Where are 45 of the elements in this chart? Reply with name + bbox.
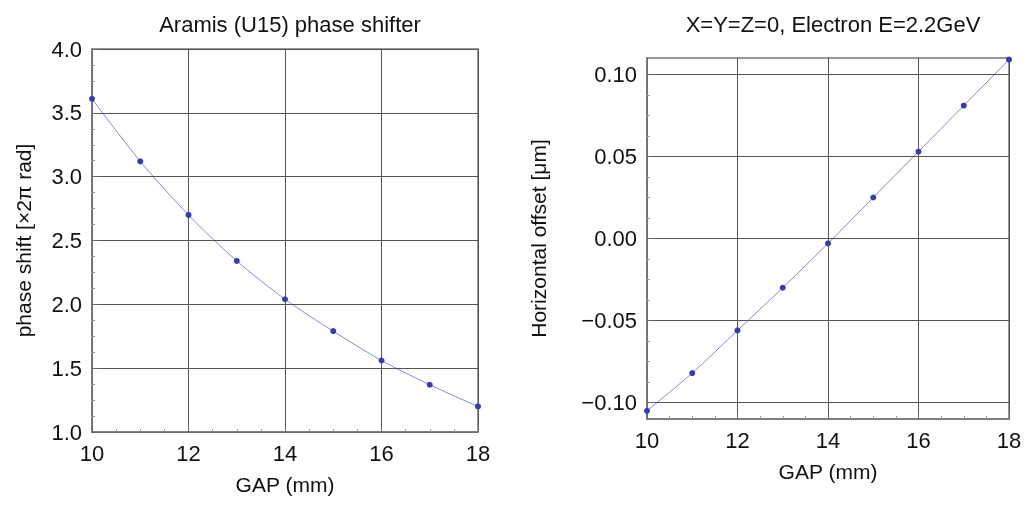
x-tick-label: 12: [176, 440, 201, 466]
x-tick-label: 18: [465, 440, 491, 466]
x-tick-label: 14: [815, 427, 841, 453]
point: [915, 148, 922, 155]
point: [1006, 56, 1012, 63]
point: [233, 257, 240, 264]
x-axis-title: GAP (mm): [235, 473, 335, 496]
y-tick-label: −0.05: [581, 308, 637, 334]
y-tick-label: 1.5: [51, 355, 82, 381]
x-tick-label: 10: [79, 440, 105, 466]
y-tick-label: 0.05: [594, 143, 637, 169]
y-axis-title: Horizontal offset [μm]: [527, 139, 550, 338]
y-tick-label: 2.5: [51, 228, 82, 253]
point: [185, 211, 192, 218]
point: [426, 381, 433, 388]
point: [779, 284, 786, 291]
x-tick-label: 12: [725, 427, 750, 453]
point: [282, 296, 288, 303]
y-tick-label: −0.10: [581, 390, 637, 416]
x-tick-label: 16: [906, 427, 931, 453]
x-tick-label: 16: [369, 440, 394, 466]
y-tick-label: 2.0: [51, 291, 82, 317]
point: [137, 158, 144, 165]
x-tick-label: 14: [272, 440, 298, 466]
chart-title: X=Y=Z=0, Electron E=2.2GeV: [685, 11, 981, 37]
y-tick-label: 0.10: [594, 61, 637, 87]
point: [89, 95, 95, 102]
y-tick-label: 3.5: [51, 100, 82, 126]
point: [870, 194, 877, 201]
point: [689, 370, 696, 377]
point: [960, 102, 967, 109]
x-tick-label: 10: [634, 427, 660, 453]
y-axis-title: phase shift [×2π rad]: [12, 143, 35, 338]
y-tick-label: 3.0: [51, 164, 82, 190]
point: [475, 403, 481, 410]
point: [825, 240, 831, 247]
point: [330, 328, 337, 335]
y-tick-label: 0.00: [594, 226, 637, 251]
point: [644, 407, 650, 414]
y-tick-label: 1.0: [51, 419, 82, 445]
chart-title: Aramis (U15) phase shifter: [159, 11, 421, 37]
x-tick-label: 18: [996, 427, 1022, 453]
x-axis-title: GAP (mm): [778, 460, 878, 483]
y-tick-label: 4.0: [51, 36, 82, 62]
point: [378, 357, 385, 364]
